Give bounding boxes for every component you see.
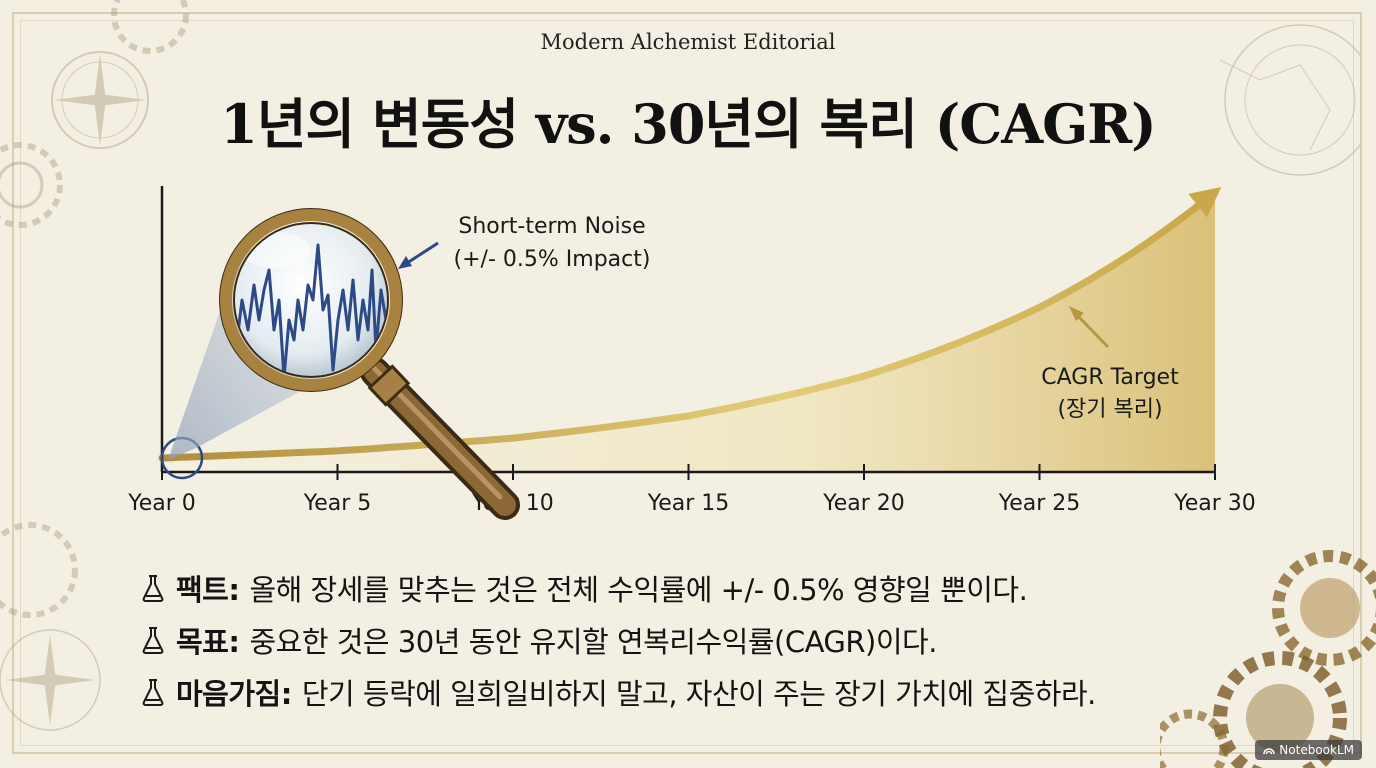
constellation-icon	[1219, 24, 1360, 176]
cagr-label-line2: (장기 복리)	[1057, 397, 1162, 422]
page-title: 1년의 변동성 vs. 30년의 복리 (CAGR)	[220, 92, 1156, 156]
x-tick-label: Year 30	[1173, 491, 1256, 516]
takeaway-mindset: 마음가짐: 단기 등락에 일희일비하지 말고, 자산이 주는 장기 가치에 집중…	[140, 666, 1290, 718]
x-tick-label: Year 0	[127, 491, 196, 516]
takeaway-key: 목표:	[176, 625, 240, 659]
flask-icon	[142, 575, 164, 602]
x-tick-label: Year 20	[822, 491, 905, 516]
editorial-label: Modern Alchemist Editorial	[540, 30, 836, 54]
magnifier-handle	[360, 357, 520, 520]
x-tick-label: Year 5	[303, 491, 372, 516]
takeaway-text: 단기 등락에 일희일비하지 말고, 자산이 주는 장기 가치에 집중하라.	[301, 677, 1097, 711]
compass-rose-icon	[0, 522, 101, 731]
gear-icon	[0, 142, 63, 228]
badge-label: NotebookLM	[1279, 743, 1354, 757]
page-frame-inner	[20, 20, 1354, 746]
flask-icon	[142, 627, 164, 654]
cagr-label-line1: CAGR Target	[1041, 365, 1179, 390]
takeaway-key: 팩트:	[176, 573, 240, 607]
takeaway-key: 마음가짐:	[176, 677, 292, 711]
flask-icon	[142, 679, 164, 706]
noise-wave-line	[235, 243, 387, 376]
noise-annotation: Short-term Noise (+/- 0.5% Impact)	[398, 214, 650, 272]
takeaway-goal: 목표: 중요한 것은 30년 동안 유지할 연복리수익률(CAGR)이다.	[140, 614, 1290, 666]
page-frame	[12, 12, 1362, 754]
takeaway-text: 중요한 것은 30년 동안 유지할 연복리수익률(CAGR)이다.	[249, 625, 937, 659]
x-tick-label: Year 25	[998, 491, 1081, 516]
magnifier-lens	[219, 208, 403, 392]
takeaway-list: 팩트: 올해 장세를 맞추는 것은 전체 수익률에 +/- 0.5% 영향일 뿐…	[140, 562, 1290, 718]
compass-rose-icon	[51, 51, 149, 149]
notebooklm-badge: NotebookLM	[1255, 740, 1362, 760]
takeaway-text: 올해 장세를 맞추는 것은 전체 수익률에 +/- 0.5% 영향일 뿐이다.	[249, 573, 1028, 607]
brass-gears-icon	[1160, 550, 1376, 768]
takeaway-fact: 팩트: 올해 장세를 맞추는 것은 전체 수익률에 +/- 0.5% 영향일 뿐…	[140, 562, 1290, 614]
noise-label-line1: Short-term Noise	[458, 214, 645, 239]
cagr-series-line	[158, 202, 1201, 462]
x-tick-label: Year 15	[647, 491, 730, 516]
gear-icon	[111, 0, 189, 54]
cagr-annotation: CAGR Target (장기 복리)	[1041, 306, 1179, 422]
cagr-arrowhead	[1188, 187, 1222, 218]
notebooklm-logo-icon	[1263, 748, 1276, 755]
noise-label-line2: (+/- 0.5% Impact)	[454, 247, 651, 272]
cagr-area	[162, 192, 1215, 472]
